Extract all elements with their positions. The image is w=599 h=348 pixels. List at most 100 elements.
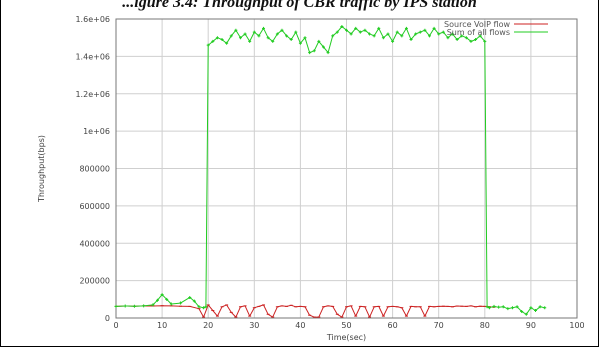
x-tick-label: 0 xyxy=(113,321,118,330)
series-point-1 xyxy=(238,36,242,40)
series-point-1 xyxy=(234,28,238,32)
series-point-1 xyxy=(257,34,261,38)
legend-label-sum-flows: Sum of all flows xyxy=(447,28,510,37)
series-point-1 xyxy=(345,28,348,32)
y-tick-label: 600000 xyxy=(79,202,110,211)
legend: Source VoIP flow Sum of all flows xyxy=(444,20,548,37)
series-point-1 xyxy=(497,305,501,309)
grid-lines xyxy=(115,18,578,319)
series-point-1 xyxy=(464,36,468,40)
series-point-1 xyxy=(529,306,533,310)
y-tick-label: 0 xyxy=(105,314,110,323)
series-point-1 xyxy=(492,304,496,308)
series-point-1 xyxy=(368,32,372,36)
series-point-1 xyxy=(460,34,464,38)
series-layer xyxy=(114,24,547,318)
series-point-1 xyxy=(280,28,284,32)
series-point-1 xyxy=(262,26,266,30)
series-point-1 xyxy=(381,36,385,40)
series-point-1 xyxy=(248,39,252,43)
series-point-1 xyxy=(206,43,210,47)
series-point-1 xyxy=(437,32,441,36)
series-point-1 xyxy=(294,30,298,34)
series-point-1 xyxy=(197,305,201,309)
series-point-1 xyxy=(506,307,510,311)
series-point-1 xyxy=(524,312,528,316)
series-point-1 xyxy=(349,32,353,36)
y-tick-label: 1.2e+06 xyxy=(75,90,110,99)
series-point-1 xyxy=(510,306,514,310)
series-point-1 xyxy=(391,39,395,43)
series-point-1 xyxy=(204,305,208,309)
series-point-1 xyxy=(289,38,293,42)
series-point-1 xyxy=(446,36,450,40)
series-point-1 xyxy=(427,34,431,38)
series-point-1 xyxy=(179,301,183,305)
series-point-1 xyxy=(165,297,169,301)
series-point-1 xyxy=(151,303,155,307)
x-tick-label: 40 xyxy=(295,321,305,330)
series-point-1 xyxy=(485,305,489,309)
series-point-1 xyxy=(520,309,524,313)
series-point-1 xyxy=(432,26,436,30)
series-point-1 xyxy=(285,34,289,38)
x-tick-label: 100 xyxy=(569,321,584,330)
figure-caption: ...igure 3.4: Throughput of CBR traffic … xyxy=(122,0,477,11)
series-point-1 xyxy=(455,38,459,42)
series-point-1 xyxy=(225,41,229,45)
x-axis-label: Time(sec) xyxy=(326,333,366,342)
series-point-1 xyxy=(155,298,159,302)
y-tick-label: 800000 xyxy=(79,165,110,174)
series-point-1 xyxy=(478,34,482,38)
series-point-1 xyxy=(271,39,275,43)
series-point-1 xyxy=(123,304,127,308)
series-point-1 xyxy=(215,36,219,40)
series-point-1 xyxy=(321,45,325,49)
x-tick-label: 50 xyxy=(341,321,351,330)
series-point-1 xyxy=(303,36,307,40)
series-point-1 xyxy=(142,304,146,308)
series-point-1 xyxy=(160,293,164,297)
series-point-1 xyxy=(317,39,321,43)
y-tick-label: 200000 xyxy=(79,277,110,286)
x-tick-label: 30 xyxy=(249,321,259,330)
series-line-1 xyxy=(115,26,545,315)
series-point-1 xyxy=(275,32,279,36)
series-point-1 xyxy=(335,30,339,34)
x-tick-label: 80 xyxy=(480,321,490,330)
x-tick-label: 70 xyxy=(434,321,444,330)
x-tick-label: 60 xyxy=(388,321,398,330)
series-point-1 xyxy=(114,304,118,308)
series-point-1 xyxy=(331,34,335,38)
series-point-1 xyxy=(414,32,418,36)
series-point-1 xyxy=(400,34,404,38)
y-tick-label: 1.6e+06 xyxy=(75,15,110,24)
series-point-1 xyxy=(487,306,491,310)
series-point-1 xyxy=(534,309,538,313)
series-point-1 xyxy=(192,299,196,303)
x-tick-label: 20 xyxy=(203,321,213,330)
y-tick-label: 400000 xyxy=(79,239,110,248)
series-point-1 xyxy=(132,304,136,308)
legend-label-source-voip: Source VoIP flow xyxy=(444,20,510,29)
series-point-1 xyxy=(515,305,519,309)
series-point-1 xyxy=(243,32,247,36)
series-point-1 xyxy=(469,39,473,43)
series-point-1 xyxy=(543,306,547,310)
y-axis-label: Throughput(bps) xyxy=(37,135,46,203)
series-point-1 xyxy=(404,26,408,30)
y-tick-label: 1e+06 xyxy=(83,127,110,136)
y-tick-label: 1.4e+06 xyxy=(75,52,110,61)
series-point-1 xyxy=(326,51,330,55)
series-point-1 xyxy=(312,49,316,53)
series-point-1 xyxy=(308,51,312,55)
series-point-1 xyxy=(229,34,233,38)
series-point-1 xyxy=(211,39,215,43)
series-point-1 xyxy=(372,34,376,38)
series-point-1 xyxy=(169,302,173,306)
x-tick-label: 90 xyxy=(526,321,536,330)
series-point-1 xyxy=(220,38,224,42)
series-point-1 xyxy=(188,295,192,299)
series-point-1 xyxy=(395,30,399,34)
series-point-1 xyxy=(501,305,505,309)
